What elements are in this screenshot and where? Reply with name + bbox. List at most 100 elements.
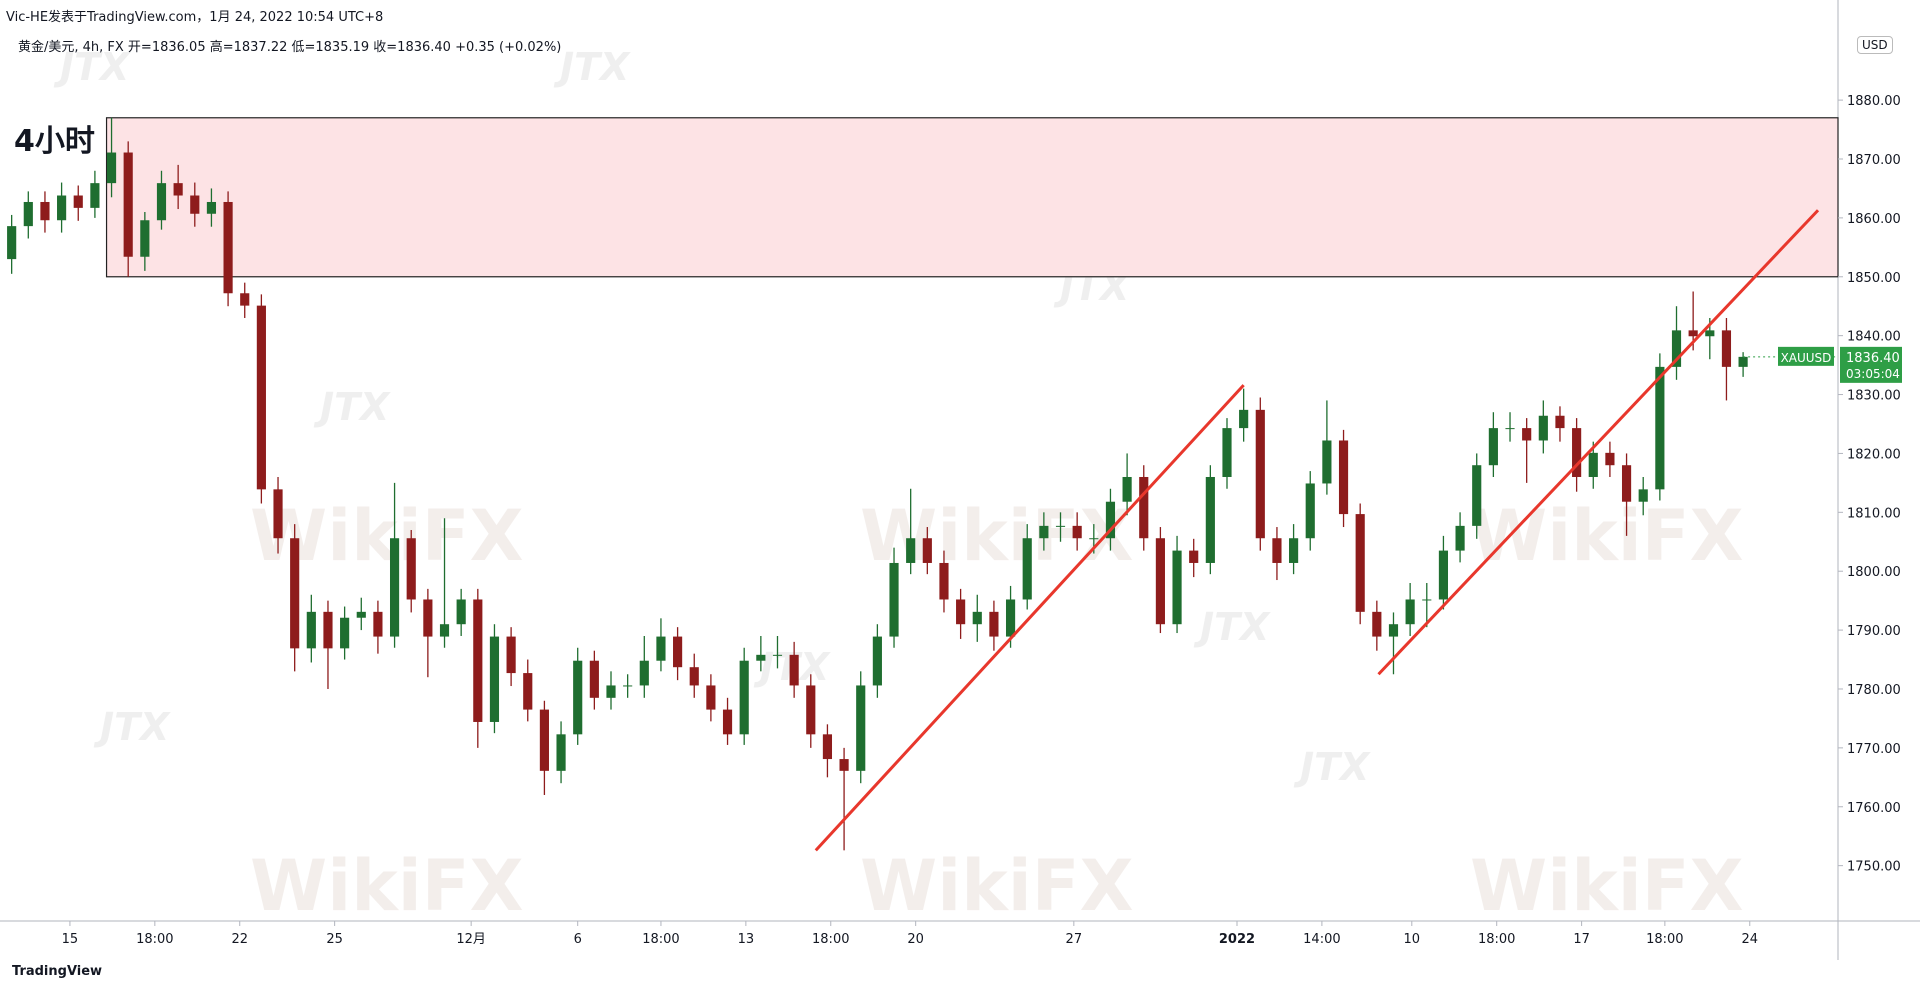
price-tag-text: 1836.40	[1846, 351, 1900, 366]
watermark: WikiFX	[860, 845, 1134, 927]
countdown-text: 03:05:04	[1846, 367, 1900, 381]
candle-body	[1422, 599, 1432, 601]
x-tick-label: 18:00	[136, 932, 173, 947]
candle-body	[1721, 330, 1732, 367]
y-tick-label: 1880.00	[1847, 94, 1901, 109]
candle-body	[1638, 489, 1648, 502]
candle-body	[1189, 550, 1199, 563]
x-tick-label: 15	[62, 932, 79, 947]
candle-body	[756, 654, 766, 661]
candle-body	[623, 685, 633, 687]
candle-body	[956, 599, 966, 625]
candle-body	[722, 709, 733, 735]
candle-body	[106, 152, 117, 184]
candle-body	[639, 660, 649, 686]
watermark: WikiFX	[250, 845, 524, 927]
candle-body	[922, 538, 932, 563]
candle-body	[1255, 409, 1265, 539]
candle-body	[140, 220, 150, 257]
x-tick-label: 10	[1404, 932, 1421, 947]
candle-body	[1338, 440, 1349, 515]
symbol-tag	[1778, 346, 1834, 366]
watermark: JTX	[1293, 745, 1371, 789]
chart: WikiFXWikiFXWikiFXWikiFXWikiFXWikiFXWiki…	[0, 0, 1920, 960]
candle-body	[972, 611, 982, 625]
watermark: WikiFX	[860, 495, 1134, 577]
y-tick-label: 1840.00	[1847, 330, 1901, 345]
y-tick-label: 1750.00	[1847, 860, 1901, 875]
candle-body	[439, 624, 450, 637]
watermark: JTX	[93, 705, 171, 749]
x-tick-label: 12月	[456, 932, 486, 947]
candle-body	[273, 489, 283, 539]
y-tick-label: 1810.00	[1847, 506, 1901, 521]
candle-body	[739, 660, 749, 735]
candle-body	[822, 734, 833, 760]
candle-body	[1155, 538, 1165, 625]
candle-body	[1572, 428, 1582, 477]
x-tick-label: 18:00	[1646, 932, 1683, 947]
candle-body	[656, 636, 666, 661]
author-line: Vic-HE发表于TradingView.com，1月 24, 2022 10:…	[6, 10, 384, 25]
candle-body	[1139, 476, 1149, 539]
symbol-legend: 黄金/美元, 4h, FX 开=1836.05 高=1837.22 低=1835…	[18, 40, 562, 55]
watermark: JTX	[1193, 605, 1271, 649]
watermark: WikiFX	[1470, 495, 1744, 577]
candle-body	[1472, 465, 1482, 526]
candle-body	[1438, 550, 1449, 600]
y-tick-label: 1760.00	[1847, 801, 1901, 816]
candle-body	[1605, 452, 1615, 466]
currency-badge[interactable]: USD	[1857, 36, 1893, 54]
trendline	[814, 384, 1245, 852]
candle-body	[589, 660, 599, 698]
x-tick-label: 18:00	[812, 932, 849, 947]
candle-body	[1388, 624, 1399, 637]
candle-body	[806, 685, 816, 735]
x-tick-label: 18:00	[642, 932, 679, 947]
candle-body	[356, 611, 366, 618]
candle-body	[1372, 611, 1382, 637]
candle-body	[473, 599, 483, 722]
x-tick-label: 6	[574, 932, 582, 947]
candle-body	[839, 759, 849, 771]
candle-body	[323, 611, 333, 649]
candle-body	[290, 538, 300, 649]
candle-body	[7, 226, 17, 260]
candle-body	[706, 685, 716, 710]
candle-body	[406, 538, 416, 600]
candle-body	[1039, 525, 1049, 539]
candle-body	[1738, 356, 1748, 367]
candle-body	[1538, 415, 1548, 441]
candle-body	[1671, 330, 1682, 367]
candle-body	[506, 636, 516, 674]
y-tick-label: 1820.00	[1847, 447, 1901, 462]
watermark: JTX	[53, 45, 131, 89]
candle-body	[1105, 501, 1116, 539]
y-tick-label: 1830.00	[1847, 389, 1901, 404]
candle-body	[1455, 525, 1465, 551]
x-tick-label: 20	[907, 932, 924, 947]
x-tick-label: 22	[231, 932, 248, 947]
candle-body	[1222, 428, 1232, 477]
y-tick-label: 1790.00	[1847, 624, 1901, 639]
candle-body	[606, 685, 616, 698]
y-tick-label: 1800.00	[1847, 565, 1901, 580]
candle-body	[856, 685, 866, 771]
candle-body	[40, 201, 50, 221]
candle-body	[523, 673, 533, 710]
candle-body	[556, 734, 566, 771]
candle-body	[306, 611, 316, 649]
candle-body	[1055, 525, 1066, 527]
candle-body	[1355, 514, 1365, 612]
candle-body	[1289, 538, 1299, 563]
y-tick-label: 1850.00	[1847, 271, 1901, 286]
candle-body	[1588, 452, 1598, 477]
candle-body	[1505, 428, 1515, 430]
watermark: JTX	[553, 45, 631, 89]
candle-body	[1621, 465, 1632, 502]
watermark: JTX	[313, 385, 391, 429]
x-tick-label: 25	[326, 932, 343, 947]
candle-body	[1322, 440, 1332, 484]
candle-body	[772, 654, 783, 656]
candle-body	[1555, 415, 1565, 429]
